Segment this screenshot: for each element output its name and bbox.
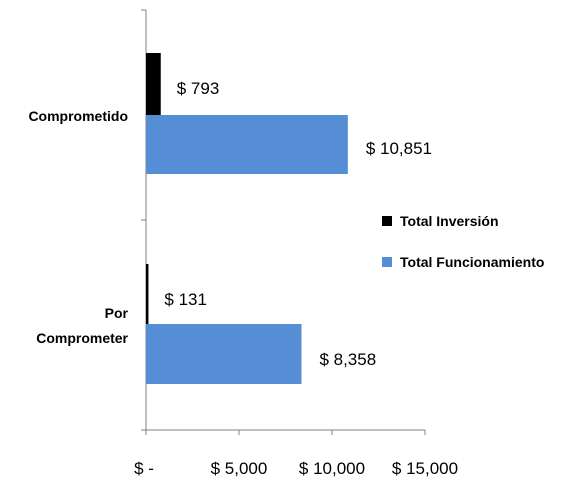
chart-bars [146, 53, 348, 384]
data-label: $ 10,851 [366, 139, 432, 158]
legend-label: Total Funcionamiento [400, 254, 544, 270]
bar-total-funcionamiento [146, 324, 302, 384]
data-label: $ 8,358 [319, 350, 376, 369]
bar-total-inversion [146, 53, 161, 115]
chart-labels: Comprometido Por Comprometer $ 793 $ 131 $ 10… [28, 79, 432, 369]
legend-label: Total Inversión [400, 213, 499, 229]
x-tick-label: $ 15,000 [392, 459, 458, 478]
legend-swatch [382, 257, 392, 267]
x-tick-label: $ 10,000 [299, 459, 365, 478]
legend-swatch [382, 216, 392, 226]
bar-total-funcionamiento [146, 115, 348, 174]
chart-axes: $ - $ 5,000 $ 10,000 $ 15,000 [134, 9, 458, 478]
x-tick-label: $ 5,000 [211, 459, 268, 478]
bar-total-inversion [146, 264, 149, 324]
chart-legend: Total Inversión Total Funcionamiento [382, 213, 544, 270]
category-label: Por [105, 305, 129, 321]
data-label: $ 793 [177, 79, 220, 98]
category-label: Comprometer [36, 330, 128, 346]
x-tick-label: $ - [134, 459, 154, 478]
category-label: Comprometido [28, 108, 128, 124]
data-label: $ 131 [164, 290, 207, 309]
